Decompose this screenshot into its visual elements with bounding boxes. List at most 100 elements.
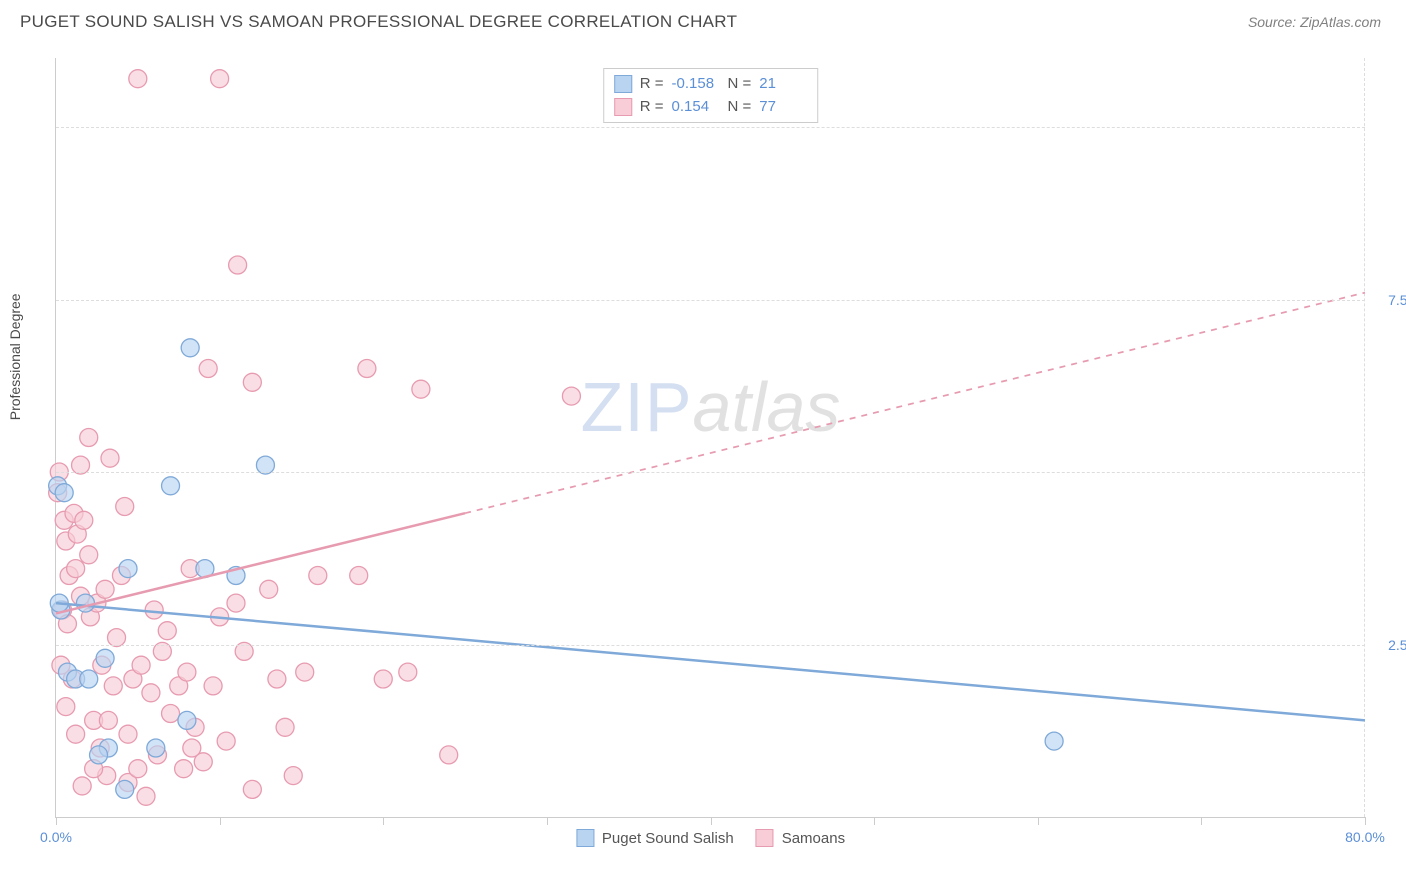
- source-attribution: Source: ZipAtlas.com: [1248, 14, 1381, 30]
- data-point: [204, 677, 222, 695]
- data-point: [374, 670, 392, 688]
- x-tick-label: 0.0%: [40, 829, 72, 845]
- data-point: [119, 560, 137, 578]
- data-point: [57, 698, 75, 716]
- series-legend: Puget Sound Salish Samoans: [576, 829, 845, 847]
- data-point: [350, 567, 368, 585]
- x-tick: [711, 817, 712, 825]
- chart-container: Professional Degree ZIPatlas R =-0.158N …: [20, 48, 1386, 878]
- data-point: [229, 256, 247, 274]
- data-point: [175, 760, 193, 778]
- data-point: [440, 746, 458, 764]
- y-tick-label: 7.5%: [1370, 292, 1406, 308]
- legend-swatch: [576, 829, 594, 847]
- data-point: [55, 484, 73, 502]
- data-point: [158, 622, 176, 640]
- stats-legend-row: R = 0.154 N = 77: [614, 96, 808, 119]
- data-point: [145, 601, 163, 619]
- data-point: [132, 656, 150, 674]
- data-point: [217, 732, 235, 750]
- data-point: [296, 663, 314, 681]
- legend-item: Samoans: [756, 829, 845, 847]
- x-tick: [56, 817, 57, 825]
- data-point: [162, 477, 180, 495]
- gridline: [56, 127, 1365, 128]
- gridline: [56, 645, 1365, 646]
- trend-line-solid: [56, 603, 1365, 720]
- data-point: [399, 663, 417, 681]
- plot-area: ZIPatlas R =-0.158N =21R =0.154N =77 Pug…: [55, 58, 1365, 818]
- data-point: [129, 760, 147, 778]
- data-point: [90, 746, 108, 764]
- x-tick: [547, 817, 548, 825]
- stats-legend-row: R = -0.158 N = 21: [614, 73, 808, 96]
- y-axis-label: Professional Degree: [7, 293, 23, 420]
- data-point: [80, 429, 98, 447]
- data-point: [178, 663, 196, 681]
- data-point: [101, 449, 119, 467]
- data-point: [227, 594, 245, 612]
- legend-swatch: [614, 75, 632, 93]
- gridline: [56, 472, 1365, 473]
- x-tick: [874, 817, 875, 825]
- data-point: [178, 711, 196, 729]
- legend-swatch: [614, 98, 632, 116]
- stat-n-label: N =: [728, 73, 752, 96]
- data-point: [358, 360, 376, 378]
- data-point: [276, 718, 294, 736]
- chart-title: PUGET SOUND SALISH VS SAMOAN PROFESSIONA…: [20, 12, 737, 32]
- x-tick: [220, 817, 221, 825]
- data-point: [562, 387, 580, 405]
- data-point: [80, 546, 98, 564]
- data-point: [147, 739, 165, 757]
- data-point: [412, 380, 430, 398]
- stat-r-label: R =: [640, 73, 664, 96]
- data-point: [119, 725, 137, 743]
- data-point: [243, 780, 261, 798]
- data-point: [162, 705, 180, 723]
- data-point: [129, 70, 147, 88]
- data-point: [76, 594, 94, 612]
- stat-n-value: 77: [759, 96, 807, 119]
- legend-label: Samoans: [782, 830, 845, 847]
- legend-swatch: [756, 829, 774, 847]
- plot-svg: [56, 58, 1365, 817]
- data-point: [309, 567, 327, 585]
- stats-legend: R = -0.158 N = 21 R = 0.154 N = 77: [603, 68, 819, 123]
- data-point: [284, 767, 302, 785]
- data-point: [67, 560, 85, 578]
- data-point: [199, 360, 217, 378]
- data-point: [137, 787, 155, 805]
- stat-r-value: -0.158: [672, 73, 720, 96]
- legend-item: Puget Sound Salish: [576, 829, 734, 847]
- x-tick-label: 80.0%: [1345, 829, 1385, 845]
- trend-line-dashed: [465, 293, 1365, 514]
- data-point: [96, 580, 114, 598]
- trend-line-solid: [56, 513, 465, 613]
- data-point: [1045, 732, 1063, 750]
- data-point: [75, 511, 93, 529]
- data-point: [211, 70, 229, 88]
- data-point: [96, 649, 114, 667]
- data-point: [268, 670, 286, 688]
- legend-label: Puget Sound Salish: [602, 830, 734, 847]
- stat-n-label: N =: [728, 96, 752, 119]
- data-point: [243, 373, 261, 391]
- data-point: [73, 777, 91, 795]
- data-point: [181, 339, 199, 357]
- x-tick: [1201, 817, 1202, 825]
- data-point: [116, 498, 134, 516]
- stat-r-label: R =: [640, 96, 664, 119]
- chart-header: PUGET SOUND SALISH VS SAMOAN PROFESSIONA…: [0, 0, 1406, 40]
- gridline: [56, 300, 1365, 301]
- y-tick-label: 2.5%: [1370, 637, 1406, 653]
- data-point: [80, 670, 98, 688]
- x-tick: [1038, 817, 1039, 825]
- data-point: [183, 739, 201, 757]
- x-tick: [383, 817, 384, 825]
- data-point: [67, 725, 85, 743]
- stat-r-value: 0.154: [672, 96, 720, 119]
- data-point: [104, 677, 122, 695]
- stat-n-value: 21: [759, 73, 807, 96]
- data-point: [142, 684, 160, 702]
